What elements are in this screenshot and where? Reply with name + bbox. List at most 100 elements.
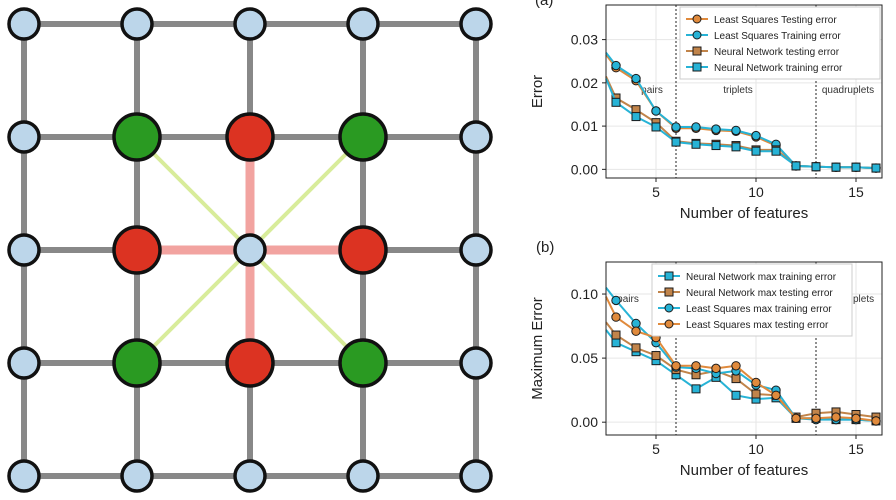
lattice-node-blue [233, 233, 267, 267]
x-tick-label: 10 [748, 184, 764, 200]
legend-label: Neural Network max training error [686, 272, 837, 283]
y-tick-label: 0.02 [571, 75, 598, 91]
legend-marker [692, 46, 702, 56]
data-point [711, 141, 721, 151]
data-point [751, 377, 761, 388]
legend-marker [664, 319, 674, 329]
legend-marker [692, 62, 702, 72]
lattice-node-blue [7, 233, 41, 267]
data-point [771, 390, 781, 400]
data-point [651, 106, 661, 116]
lattice-node-red [225, 112, 275, 162]
lattice-node-blue [120, 459, 154, 493]
data-point [631, 318, 641, 329]
x-tick-label: 5 [652, 441, 660, 457]
panel-label-a: (a) [535, 0, 554, 9]
data-point [871, 416, 881, 426]
lattice-node-red [225, 338, 275, 388]
data-point [611, 312, 621, 322]
data-point [611, 295, 621, 306]
data-point [611, 338, 621, 348]
data-point [811, 413, 821, 424]
lattice-node-green [112, 112, 162, 162]
data-point [611, 60, 621, 71]
data-point [611, 330, 621, 340]
legend-marker [664, 303, 674, 313]
data-point [831, 162, 841, 172]
y-tick-label: 0.00 [571, 414, 598, 430]
lattice-node-blue [7, 459, 41, 493]
data-point [691, 361, 701, 371]
data-point [731, 361, 741, 371]
legend-label: Neural Network max testing error [686, 288, 833, 299]
legend-label: Least Squares Testing error [714, 15, 837, 26]
region-label-pairs: pairs [641, 85, 663, 96]
lattice-node-blue [233, 459, 267, 493]
data-point [691, 139, 701, 149]
y-tick-label: 0.00 [571, 161, 598, 177]
legend-marker [664, 287, 674, 297]
axes-frame [605, 4, 883, 179]
x-tick-label: 15 [848, 441, 864, 457]
data-point [731, 125, 741, 136]
legend-box [651, 263, 853, 337]
lattice-node-green [338, 338, 388, 388]
data-point [631, 326, 641, 336]
data-point [691, 384, 701, 394]
region-label-triplets: triplets [723, 85, 752, 96]
x-tick-label: 15 [848, 184, 864, 200]
data-point [751, 130, 761, 141]
y-tick-label: 0.03 [571, 32, 598, 48]
y-tick-label: 0.05 [571, 350, 598, 366]
legend-label: Neural Network training error [714, 63, 843, 74]
data-point [631, 73, 641, 84]
data-point [651, 122, 661, 132]
data-point [631, 112, 641, 122]
lattice-diagram [7, 7, 493, 493]
lattice-node-blue [459, 120, 493, 154]
data-point [651, 351, 661, 361]
x-tick-label: 10 [748, 441, 764, 457]
legend-label: Least Squares Training error [714, 31, 841, 42]
legend-box [679, 6, 881, 80]
axes-frame [605, 261, 883, 436]
data-point [751, 146, 761, 156]
y-tick-label: 0.10 [571, 286, 598, 302]
data-point [791, 161, 801, 171]
lattice-node-blue [7, 120, 41, 154]
data-point [711, 124, 721, 134]
diagonal-link [135, 135, 252, 252]
data-point [671, 122, 681, 132]
data-point [751, 389, 761, 399]
data-point [871, 163, 881, 173]
diagonal-link [248, 248, 365, 365]
lattice-node-blue [7, 7, 41, 41]
lattice-node-red [338, 225, 388, 275]
data-point [671, 137, 681, 147]
data-point [731, 390, 741, 400]
diagonal-link [135, 248, 252, 365]
lattice-node-blue [233, 7, 267, 41]
data-point [731, 142, 741, 152]
lattice-node-blue [7, 346, 41, 380]
lattice-node-blue [346, 7, 380, 41]
legend-marker [692, 14, 702, 24]
diagonal-link [248, 135, 365, 252]
lattice-node-red [112, 225, 162, 275]
lattice-node-blue [459, 459, 493, 493]
y-axis-label: Error [529, 75, 546, 108]
y-tick-label: 0.01 [571, 118, 598, 134]
error-chart: pairs triplets quadruplets 5 10 15 0.00 0.01 0.0… [529, 4, 883, 222]
legend-label: Neural Network testing error [714, 47, 840, 58]
legend-marker [664, 271, 674, 281]
data-point [771, 146, 781, 156]
data-point [711, 363, 721, 374]
data-point [791, 413, 801, 424]
legend-label: Least Squares max training error [686, 304, 832, 315]
region-label-quadruplets: quadruplets [822, 85, 874, 96]
lattice-node-blue [120, 7, 154, 41]
data-point [731, 374, 741, 384]
lattice-node-blue [459, 233, 493, 267]
lattice-node-green [338, 112, 388, 162]
legend-marker [692, 30, 702, 40]
